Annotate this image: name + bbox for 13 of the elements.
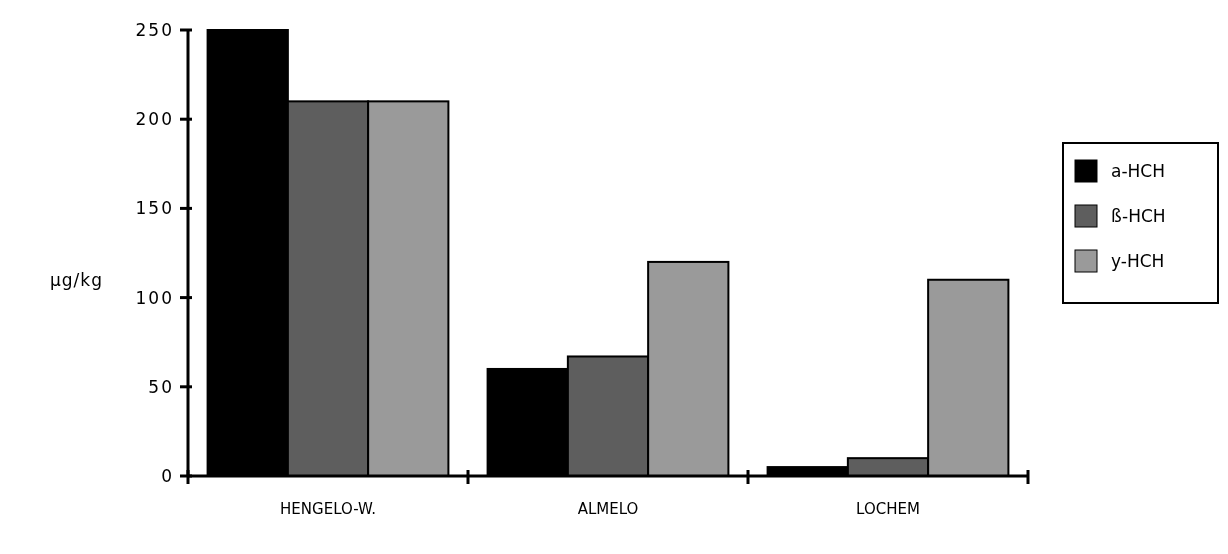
y-tick-label: 200: [135, 109, 174, 130]
legend-label: y-HCH: [1111, 250, 1165, 271]
y-tick-label: 100: [135, 287, 174, 308]
y-tick-label: 50: [148, 376, 174, 397]
y-axis-title: µg/kg: [50, 270, 103, 290]
legend-label: ß-HCH: [1111, 205, 1166, 226]
y-tick-label: 250: [135, 19, 174, 40]
y-tick-label: 150: [135, 198, 174, 219]
x-tick-label: ALMELO: [577, 500, 639, 518]
y-tick-label: 0: [161, 465, 174, 486]
legend-label: a-HCH: [1111, 160, 1165, 181]
x-tick-label: HENGELO-W.: [280, 500, 376, 518]
x-tick-label: LOCHEM: [856, 500, 920, 518]
